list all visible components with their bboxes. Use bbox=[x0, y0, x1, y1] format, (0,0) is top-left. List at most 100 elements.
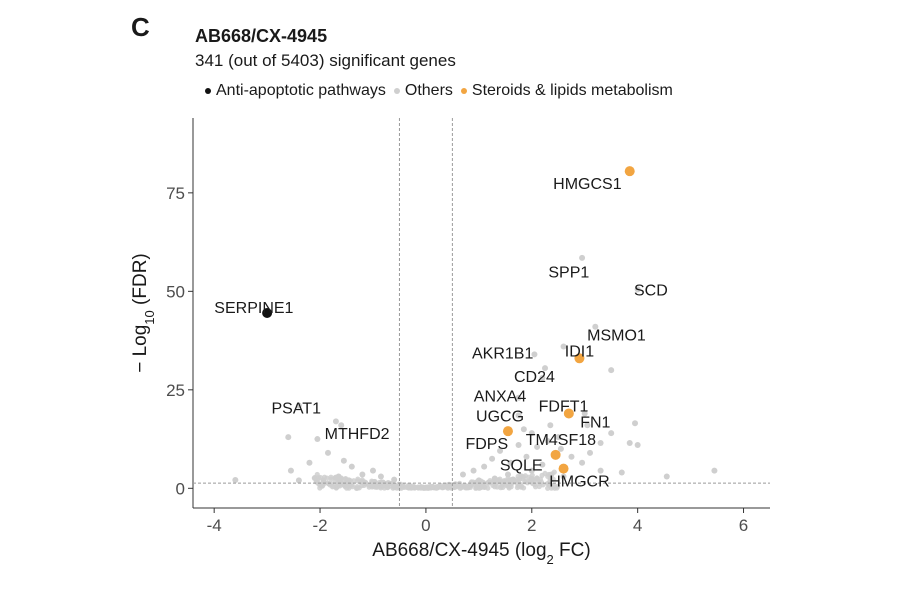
legend-item-steroids-lipids: Steroids & lipids metabolism bbox=[460, 82, 673, 100]
legend-item-others: Others bbox=[393, 82, 453, 100]
others-point bbox=[632, 420, 639, 427]
cloud-point bbox=[320, 482, 326, 489]
gene-label: SPP1 bbox=[548, 265, 589, 282]
others-point bbox=[520, 426, 527, 433]
chart-subtitle: 341 (out of 5403) significant genes bbox=[195, 51, 456, 70]
others-point bbox=[287, 467, 294, 474]
gene-label: ANXA4 bbox=[474, 389, 527, 406]
others-point bbox=[608, 430, 615, 437]
others-point bbox=[528, 430, 535, 437]
others-point bbox=[579, 459, 586, 466]
others-point bbox=[557, 445, 564, 452]
x-tick-label: 0 bbox=[421, 516, 430, 535]
gene-label: IDI1 bbox=[565, 343, 594, 360]
cloud-point bbox=[374, 484, 380, 490]
gene-label: MTHFD2 bbox=[325, 426, 390, 443]
panel-letter: C bbox=[131, 12, 150, 42]
highlighted-points bbox=[262, 166, 635, 474]
gene-label: FN1 bbox=[580, 414, 610, 431]
others-point bbox=[584, 422, 591, 429]
others-point bbox=[459, 471, 466, 478]
highlighted-point bbox=[262, 308, 273, 318]
cloud-point bbox=[545, 485, 551, 491]
highlighted-point bbox=[563, 408, 574, 419]
others-point-labeled bbox=[295, 402, 302, 409]
others-point bbox=[335, 473, 342, 480]
others-points bbox=[232, 254, 718, 484]
gene-label: UGCG bbox=[476, 408, 524, 425]
gene-label: HMGCS1 bbox=[553, 176, 622, 193]
others-point bbox=[369, 467, 376, 474]
others-point-labeled bbox=[581, 410, 588, 417]
x-tick-label: 6 bbox=[739, 516, 748, 535]
others-point bbox=[232, 477, 239, 484]
cloud-point bbox=[446, 483, 452, 489]
highlighted-point bbox=[558, 463, 569, 474]
others-point-labeled bbox=[515, 394, 522, 401]
cloud-point bbox=[359, 477, 365, 483]
others-point bbox=[475, 477, 482, 484]
cloud-point bbox=[381, 485, 388, 491]
cloud-point bbox=[546, 471, 552, 478]
cloud-point bbox=[486, 479, 492, 486]
others-point bbox=[497, 447, 504, 454]
cloud-point bbox=[548, 485, 555, 491]
others-point-labeled bbox=[555, 434, 562, 441]
others-point bbox=[534, 443, 541, 450]
others-point bbox=[295, 477, 302, 484]
cloud-point bbox=[361, 482, 367, 489]
others-point bbox=[359, 471, 366, 478]
cloud-point bbox=[528, 477, 534, 483]
others-point-labeled bbox=[515, 412, 522, 419]
others-point-labeled bbox=[592, 323, 599, 330]
others-point bbox=[608, 367, 615, 374]
others-point bbox=[626, 440, 633, 446]
others-point bbox=[539, 461, 546, 468]
cloud-point bbox=[520, 474, 527, 480]
cloud-point bbox=[425, 484, 431, 490]
others-point bbox=[285, 434, 292, 441]
legend-dot-anti-apoptotic bbox=[205, 88, 211, 94]
others-point bbox=[306, 459, 313, 466]
gene-label: FDFT1 bbox=[539, 399, 589, 416]
gene-label: AKR1B1 bbox=[472, 345, 533, 362]
cloud-point bbox=[551, 469, 557, 475]
y-tick-label: 25 bbox=[166, 381, 185, 400]
cloud-point bbox=[470, 479, 476, 485]
others-point bbox=[634, 441, 641, 448]
y-axis-title: − Log10 (FDR) bbox=[130, 253, 157, 373]
x-tick-label: 2 bbox=[527, 516, 536, 535]
gene-label: SERPINE1 bbox=[214, 300, 293, 317]
cloud-point bbox=[481, 484, 488, 490]
others-point bbox=[523, 453, 530, 460]
others-point bbox=[481, 463, 488, 470]
cloud-point bbox=[534, 475, 540, 481]
cloud-point bbox=[393, 483, 399, 489]
others-point bbox=[470, 467, 477, 474]
gene-labels: HMGCS1 SERPINE1 IDI1 FDFT1 FDPS SQLE HMGCR SPP1… bbox=[214, 176, 667, 490]
others-point bbox=[542, 365, 549, 372]
cloud-point bbox=[510, 476, 516, 483]
cloud-point bbox=[464, 484, 470, 491]
chart-title: AB668/CX-4945 bbox=[195, 26, 328, 46]
cloud-point bbox=[554, 485, 560, 491]
others-point bbox=[544, 438, 551, 445]
cloud-point bbox=[347, 483, 353, 489]
x-tick-label: -2 bbox=[312, 516, 327, 535]
others-point bbox=[711, 467, 718, 474]
others-point bbox=[568, 453, 575, 460]
others-point bbox=[491, 475, 498, 482]
others-point-labeled bbox=[338, 422, 345, 429]
cloud-point bbox=[329, 484, 336, 490]
others-point bbox=[489, 455, 496, 462]
others-point-labeled bbox=[539, 375, 546, 381]
legend: Anti-apoptotic pathways Others Steroids … bbox=[205, 82, 681, 100]
y-tick-label: 75 bbox=[166, 184, 185, 203]
others-point bbox=[332, 418, 339, 425]
others-point-labeled bbox=[634, 286, 641, 293]
y-tick-label: 0 bbox=[176, 479, 185, 498]
x-axis-title: AB668/CX-4945 (log2 FC) bbox=[372, 540, 590, 567]
cloud-point bbox=[354, 483, 360, 490]
cloud-point bbox=[320, 477, 326, 483]
gene-label: SCD bbox=[634, 282, 668, 299]
